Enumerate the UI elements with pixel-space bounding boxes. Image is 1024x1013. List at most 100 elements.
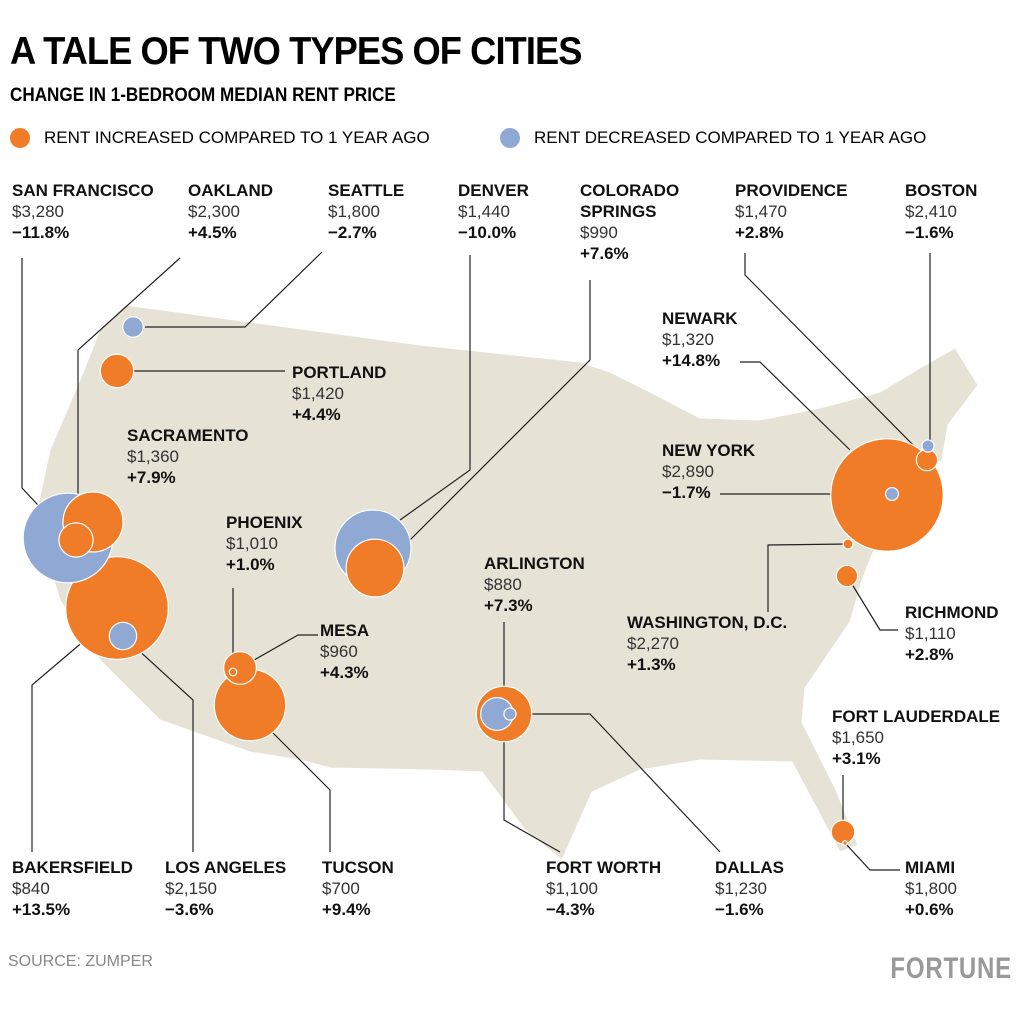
- leader-line: [740, 361, 851, 451]
- city-label: NEWARK $1,320 +14.8%: [662, 308, 862, 371]
- city-name: OAKLAND: [188, 181, 273, 200]
- leader-line: [239, 634, 318, 669]
- city-circle: [99, 353, 135, 389]
- city-change: +7.6%: [580, 244, 629, 263]
- city-rent: $960: [320, 642, 358, 661]
- city-label: SACRAMENTO $1,360 +7.9%: [127, 425, 327, 488]
- leader-line: [744, 253, 921, 453]
- city-change: −3.6%: [165, 900, 214, 919]
- city-change: −10.0%: [458, 223, 517, 242]
- city-name: WASHINGTON, D.C.: [627, 613, 788, 632]
- city-rent: $1,110: [905, 624, 956, 643]
- city-label: SEATTLE $1,800 −2.7%: [328, 180, 528, 243]
- city-name: PHOENIX: [226, 513, 303, 532]
- city-circle: [58, 522, 94, 558]
- city-rent: $1,360: [127, 447, 179, 466]
- city-rent: $1,100: [546, 879, 598, 898]
- city-change: +1.3%: [627, 655, 676, 674]
- leader-line: [77, 257, 181, 540]
- city-name: SEATTLE: [328, 181, 405, 200]
- city-rent: $2,410: [905, 202, 957, 221]
- city-circle: [921, 439, 935, 453]
- city-change: −1.7%: [662, 483, 711, 502]
- city-change: −11.8%: [12, 223, 70, 242]
- leader-line: [122, 635, 194, 852]
- city-label: PROVIDENCE $1,470 +2.8%: [735, 180, 935, 243]
- city-label: SAN FRANCISCO $3,280 −11.8%: [12, 180, 212, 243]
- city-name: TUCSON: [322, 858, 394, 877]
- legend-item: RENT INCREASED COMPARED TO 1 YEAR AGO: [10, 128, 430, 148]
- city-rent: $990: [580, 223, 618, 242]
- city-rent: $1,800: [905, 879, 957, 898]
- city-label: DENVER $1,440 −10.0%: [458, 180, 658, 243]
- city-name: NEW YORK: [662, 441, 756, 460]
- city-name: LOS ANGELES: [165, 858, 287, 877]
- city-change: +7.9%: [127, 468, 176, 487]
- leader-line: [846, 575, 898, 631]
- city-rent: $1,650: [832, 728, 884, 747]
- city-label: PHOENIX $1,010 +1.0%: [226, 512, 426, 575]
- city-label: WASHINGTON, D.C. $2,270 +1.3%: [627, 612, 827, 675]
- legend-label: RENT INCREASED COMPARED TO 1 YEAR AGO: [44, 128, 430, 147]
- leader-line: [399, 255, 471, 521]
- city-rent: $1,320: [662, 330, 714, 349]
- city-change: +2.8%: [735, 223, 784, 242]
- city-name: SACRAMENTO: [127, 426, 249, 445]
- city-change: +14.8%: [662, 351, 721, 370]
- leader-line: [269, 729, 331, 852]
- leader-line: [510, 713, 721, 853]
- city-name: MESA: [320, 621, 370, 640]
- city-circle: [223, 651, 257, 685]
- city-change: +4.4%: [292, 405, 341, 424]
- city-rent: $2,300: [188, 202, 240, 221]
- city-rent: $1,800: [328, 202, 380, 221]
- city-rent: $1,230: [715, 879, 767, 898]
- city-rent: $1,420: [292, 384, 344, 403]
- city-change: +9.4%: [322, 900, 371, 919]
- city-circle: [830, 819, 856, 845]
- city-label: FORT LAUDERDALE $1,650 +3.1%: [832, 706, 1024, 769]
- city-name: MIAMI: [905, 858, 956, 877]
- city-name: RICHMOND: [905, 603, 999, 622]
- city-label: LOS ANGELES $2,150 −3.6%: [165, 857, 365, 920]
- city-change: +4.5%: [188, 223, 237, 242]
- legend-swatch: [500, 128, 520, 148]
- city-label: PORTLAND $1,420 +4.4%: [292, 362, 492, 425]
- subtitle: CHANGE IN 1-BEDROOM MEDIAN RENT PRICE: [10, 85, 396, 106]
- leader-line: [394, 280, 591, 556]
- city-circle: [842, 840, 848, 846]
- city-name: DALLAS: [715, 858, 784, 877]
- city-label: TUCSON $700 +9.4%: [322, 857, 522, 920]
- city-name: FORT LAUDERDALE: [832, 707, 1001, 726]
- city-circle: [122, 316, 144, 338]
- leader-line: [503, 714, 561, 853]
- city-label: RICHMOND $1,110 +2.8%: [905, 602, 1024, 665]
- city-change: +13.5%: [12, 900, 71, 919]
- city-circle: [108, 621, 138, 651]
- city-name: FORT WORTH: [546, 858, 662, 877]
- city-change: +4.3%: [320, 663, 369, 682]
- city-rent: $2,890: [662, 462, 714, 481]
- city-change: −1.6%: [715, 900, 764, 919]
- city-change: +1.0%: [226, 555, 275, 574]
- city-label: COLORADO SPRINGS $990 +7.6%: [580, 180, 690, 264]
- city-name: BAKERSFIELD: [12, 858, 133, 877]
- city-name: DENVER: [458, 181, 529, 200]
- leader-line: [21, 258, 39, 506]
- legend-label: RENT DECREASED COMPARED TO 1 YEAR AGO: [534, 128, 927, 147]
- city-circle: [228, 667, 238, 677]
- city-label: BAKERSFIELD $840 +13.5%: [12, 857, 212, 920]
- city-change: +0.6%: [905, 900, 954, 919]
- city-circle: [65, 556, 169, 660]
- city-rent: $2,270: [627, 634, 679, 653]
- city-circle: [842, 538, 854, 550]
- leader-line: [31, 639, 86, 852]
- city-rent: $700: [322, 879, 360, 898]
- city-rent: $3,280: [12, 202, 64, 221]
- city-label: MIAMI $1,800 +0.6%: [905, 857, 1024, 920]
- city-rent: $2,150: [165, 879, 217, 898]
- legend-item: RENT DECREASED COMPARED TO 1 YEAR AGO: [500, 128, 926, 148]
- city-circle: [835, 564, 859, 588]
- brand: FORTUNE: [890, 952, 1012, 985]
